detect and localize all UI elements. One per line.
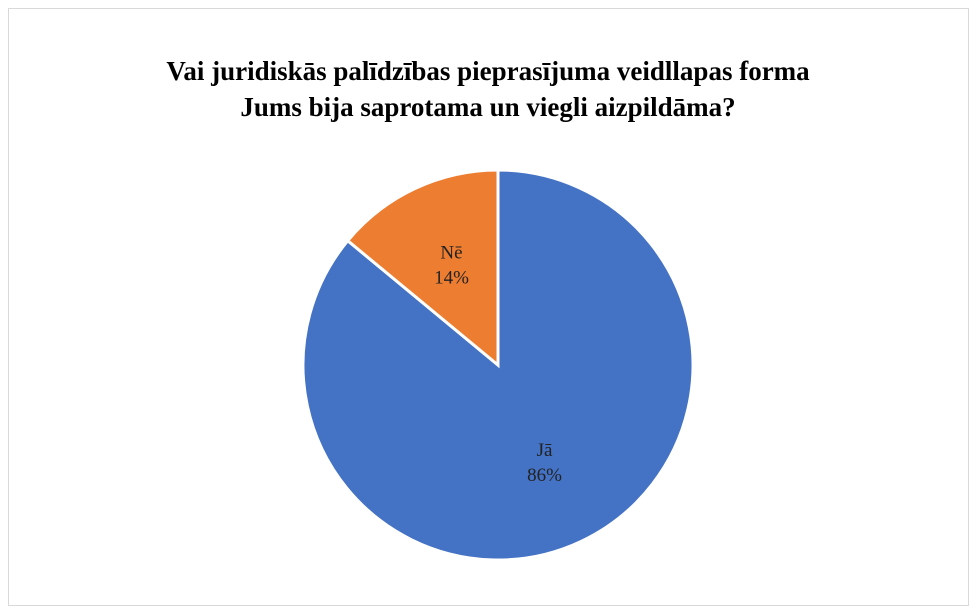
slice-value-label: 14% (434, 268, 469, 289)
slice-category-label: Jā (537, 440, 553, 461)
chart-title: Vai juridiskās palīdzības pieprasījuma v… (166, 56, 810, 86)
chart-title: Jums bija saprotama un viegli aizpildāma… (240, 92, 735, 122)
slice-value-label: 86% (527, 465, 562, 486)
pie-slice (345, 168, 500, 369)
slice-category-label: Nē (440, 243, 462, 264)
